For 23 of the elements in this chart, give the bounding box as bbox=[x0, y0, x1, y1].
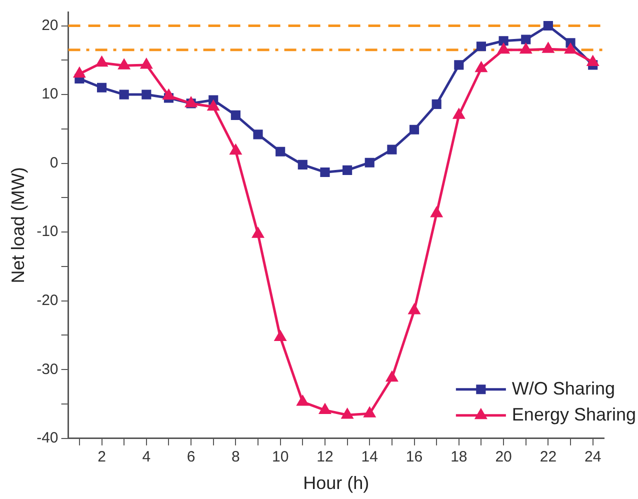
y-tick-label: -20 bbox=[36, 292, 58, 309]
y-tick-label: 0 bbox=[50, 154, 58, 172]
x-tick-label: 24 bbox=[584, 448, 602, 466]
x-axis-title: Hour (h) bbox=[303, 473, 370, 494]
x-tick-label: 16 bbox=[406, 448, 423, 466]
y-axis-title: Net load (MW) bbox=[8, 167, 28, 284]
x-tick-label: 18 bbox=[450, 448, 468, 466]
x-tick-label: 20 bbox=[495, 448, 512, 466]
y-tick-label: 20 bbox=[42, 16, 58, 34]
y-tick-label: -10 bbox=[36, 223, 58, 240]
x-tick-label: 22 bbox=[540, 448, 557, 466]
y-tick-label: -40 bbox=[36, 430, 58, 447]
x-tick-label: 12 bbox=[316, 448, 334, 466]
x-tick-label: 4 bbox=[142, 448, 151, 466]
y-tick-label: -30 bbox=[36, 360, 58, 378]
x-tick-label: 10 bbox=[272, 448, 289, 466]
x-tick-label: 2 bbox=[98, 448, 106, 466]
legend-label: Energy Sharing bbox=[512, 404, 636, 424]
legend-label: W/O Sharing bbox=[512, 378, 615, 398]
y-tick-label: 10 bbox=[42, 86, 58, 103]
x-tick-label: 14 bbox=[361, 448, 378, 466]
x-tick-label: 6 bbox=[186, 448, 196, 466]
x-tick-label: 8 bbox=[232, 448, 240, 466]
